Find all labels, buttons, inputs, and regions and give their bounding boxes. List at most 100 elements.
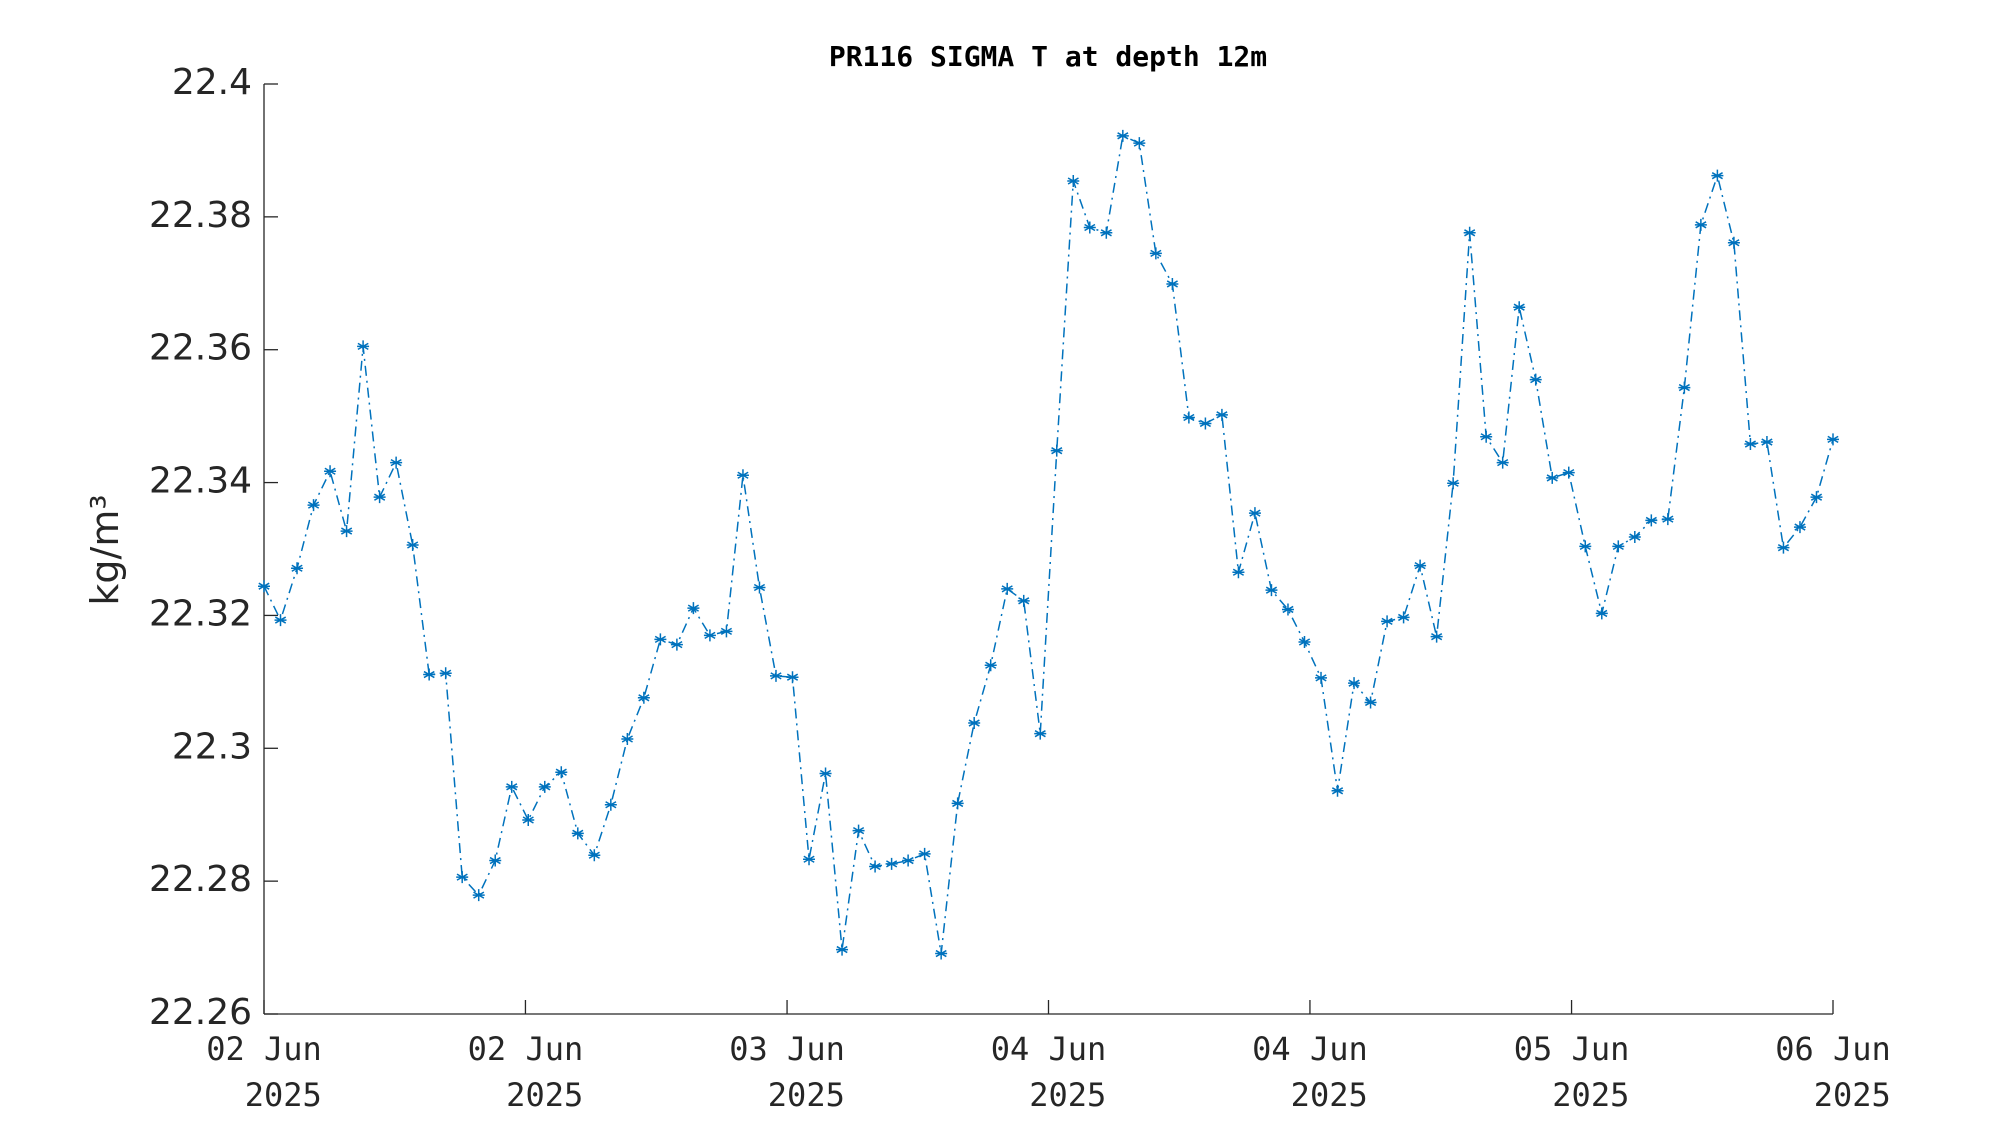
data-marker — [1694, 218, 1707, 231]
data-marker — [1232, 566, 1245, 579]
data-marker — [1315, 671, 1328, 684]
data-marker — [1595, 607, 1608, 620]
data-marker — [1793, 521, 1806, 534]
data-marker — [604, 798, 617, 811]
data-marker — [769, 669, 782, 682]
y-tick-label: 22.28 — [149, 859, 252, 900]
data-marker — [852, 824, 865, 837]
data-marker — [522, 814, 535, 827]
data-marker — [1744, 438, 1757, 451]
data-marker — [1777, 541, 1790, 554]
data-marker — [307, 499, 320, 512]
data-marker — [1727, 236, 1740, 249]
data-marker — [902, 854, 915, 867]
data-marker — [1414, 559, 1427, 572]
data-marker — [1661, 513, 1674, 526]
x-tick-label: 04 Jun 2025 — [990, 1030, 1107, 1114]
data-marker — [291, 562, 304, 575]
data-marker — [951, 797, 964, 810]
data-marker — [1711, 169, 1724, 182]
data-marker — [1645, 514, 1658, 527]
data-marker — [1546, 471, 1559, 484]
data-marker — [836, 943, 849, 956]
data-marker — [1116, 129, 1129, 142]
x-tick-label: 05 Jun 2025 — [1513, 1030, 1630, 1114]
data-marker — [1562, 466, 1575, 479]
data-marker — [1248, 507, 1261, 520]
data-marker — [1298, 636, 1311, 648]
y-tick-label: 22.32 — [149, 593, 252, 634]
data-marker — [786, 671, 799, 684]
data-marker — [1149, 247, 1162, 260]
data-marker — [1827, 433, 1839, 446]
y-tick-label: 22.4 — [172, 62, 252, 103]
data-marker — [489, 854, 502, 867]
data-marker — [1364, 696, 1377, 709]
data-marker — [1133, 137, 1146, 150]
data-marker — [1265, 584, 1278, 597]
data-marker — [720, 625, 733, 638]
y-tick-label: 22.36 — [149, 328, 252, 369]
data-marker — [390, 456, 403, 469]
x-tick-label: 02 Jun 2025 — [206, 1030, 322, 1114]
data-marker — [1810, 491, 1823, 504]
data-marker — [736, 469, 749, 482]
data-marker — [555, 766, 568, 779]
data-marker — [423, 668, 436, 681]
data-marker — [918, 847, 931, 860]
data-marker — [968, 717, 981, 730]
data-marker — [456, 871, 469, 884]
data-marker — [571, 827, 584, 840]
data-marker — [1067, 174, 1080, 187]
data-marker — [819, 767, 832, 780]
data-marker — [1001, 582, 1014, 595]
x-tick-label: 04 Jun 2025 — [1252, 1030, 1368, 1114]
data-marker — [357, 340, 370, 353]
data-marker — [324, 465, 337, 478]
data-marker — [588, 849, 601, 862]
data-marker — [1678, 381, 1691, 394]
data-marker — [1034, 727, 1047, 740]
data-marker — [406, 539, 419, 552]
data-marker — [687, 602, 700, 615]
data-marker — [1612, 540, 1625, 553]
data-marker — [258, 580, 270, 593]
data-marker — [637, 691, 650, 704]
data-marker — [621, 732, 634, 745]
data-marker — [1628, 531, 1641, 544]
data-marker — [1083, 221, 1096, 234]
data-marker — [803, 853, 816, 866]
data-marker — [1199, 417, 1212, 430]
chart-title: PR116 SIGMA T at depth 12m — [829, 40, 1267, 73]
data-marker — [274, 614, 287, 627]
data-marker — [670, 638, 683, 651]
data-marker — [373, 491, 386, 504]
data-marker — [340, 525, 353, 538]
data-marker — [1529, 373, 1542, 386]
data-marker — [1579, 540, 1592, 553]
y-tick-label: 22.3 — [172, 726, 252, 767]
data-marker — [1100, 226, 1113, 239]
data-marker — [654, 633, 667, 646]
data-marker — [1050, 444, 1063, 457]
data-marker — [538, 780, 551, 793]
data-marker — [1017, 594, 1030, 607]
x-tick-label: 03 Jun 2025 — [729, 1030, 845, 1114]
data-marker — [1760, 436, 1773, 449]
y-tick-label: 22.34 — [149, 461, 252, 502]
data-marker — [1281, 603, 1294, 616]
data-marker — [984, 659, 997, 672]
data-marker — [505, 780, 518, 793]
data-marker — [1430, 630, 1443, 643]
x-tick-label: 02 Jun 2025 — [467, 1030, 584, 1114]
data-marker — [439, 667, 452, 680]
data-marker — [1348, 677, 1361, 690]
data-marker — [1447, 477, 1460, 490]
data-marker — [885, 857, 898, 870]
data-marker — [1166, 277, 1179, 290]
x-tick-label: 06 Jun 2025 — [1775, 1030, 1891, 1114]
y-axis-label: kg/m³ — [83, 494, 127, 605]
data-marker — [1182, 411, 1195, 424]
